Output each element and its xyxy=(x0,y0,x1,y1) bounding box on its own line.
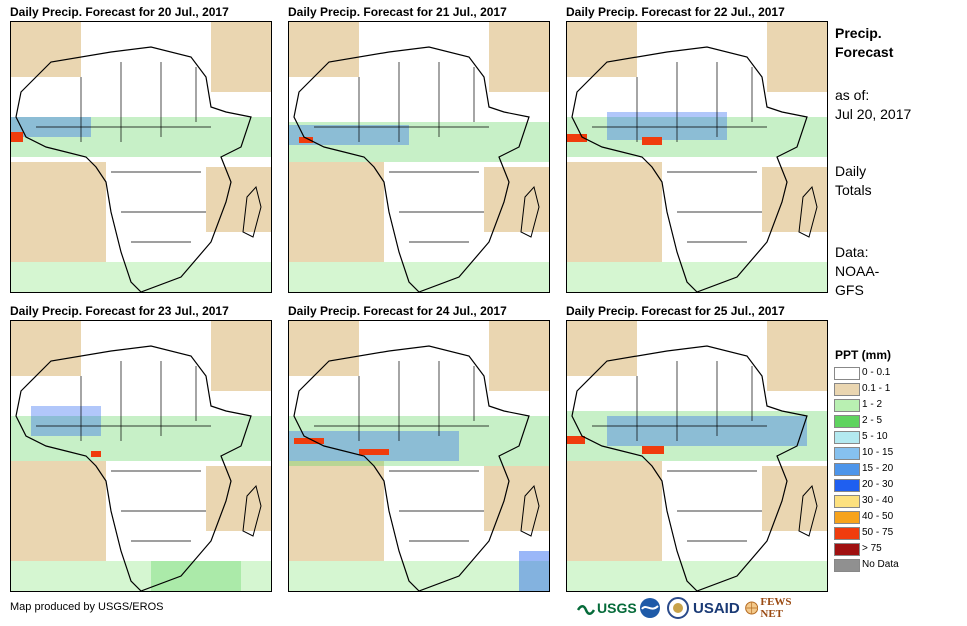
legend-title: PPT (mm) xyxy=(835,348,892,362)
panel-title: Daily Precip. Forecast for 24 Jul., 2017 xyxy=(288,304,507,318)
sidebar-title-line2: Forecast xyxy=(835,44,894,60)
data-line2: NOAA- xyxy=(835,263,880,279)
totals-line2: Totals xyxy=(835,182,872,198)
data-line1: Data: xyxy=(835,244,869,260)
legend-swatch xyxy=(834,479,860,492)
precip-map xyxy=(288,21,550,293)
fewsnet-logo-text: FEWS NET xyxy=(760,596,792,620)
legend-label: 2 - 5 xyxy=(862,415,883,426)
usgs-logo-text: USGS xyxy=(597,600,637,616)
africa-map xyxy=(289,22,549,292)
legend-swatch xyxy=(834,383,860,396)
seal-icon xyxy=(667,597,689,619)
sidebar-as-of: as of: Jul 20, 2017 xyxy=(835,86,911,124)
panel-title: Daily Precip. Forecast for 23 Jul., 2017 xyxy=(10,304,229,318)
legend-label: 30 - 40 xyxy=(862,495,894,506)
legend-swatch xyxy=(834,399,860,412)
usgs-logo: USGS xyxy=(577,596,637,620)
usaid-logo-text: USAID xyxy=(693,599,740,617)
legend-label: 10 - 15 xyxy=(862,447,894,458)
map-panel-jul-22: Daily Precip. Forecast for 22 Jul., 2017 xyxy=(566,5,828,295)
as-of-label: as of: xyxy=(835,87,870,103)
legend-swatch xyxy=(834,431,860,444)
africa-map xyxy=(11,22,271,292)
noaa-emblem-icon xyxy=(640,598,660,618)
legend-swatch xyxy=(834,495,860,508)
sidebar-title: Precip. Forecast xyxy=(835,24,893,62)
precip-map xyxy=(10,320,272,592)
totals-line1: Daily xyxy=(835,163,867,179)
data-line3: GFS xyxy=(835,282,864,298)
legend-label: 1 - 2 xyxy=(862,399,883,410)
map-credit: Map produced by USGS/EROS xyxy=(10,601,164,613)
doi-seal xyxy=(667,596,689,620)
map-panel-jul-24: Daily Precip. Forecast for 24 Jul., 2017 xyxy=(288,304,550,594)
africa-map xyxy=(289,321,549,591)
legend-label: 0.1 - 1 xyxy=(862,383,891,394)
africa-map xyxy=(567,321,827,591)
legend-label: No Data xyxy=(862,559,899,570)
legend-swatch xyxy=(834,559,860,572)
legend-swatch xyxy=(834,543,860,556)
sidebar-totals: Daily Totals xyxy=(835,162,872,200)
legend-label: 5 - 10 xyxy=(862,431,888,442)
sidebar-data-source: Data: NOAA- GFS xyxy=(835,243,879,300)
legend-label: > 75 xyxy=(862,543,882,554)
map-panel-jul-23: Daily Precip. Forecast for 23 Jul., 2017 xyxy=(10,304,272,594)
map-panel-jul-25: Daily Precip. Forecast for 25 Jul., 2017 xyxy=(566,304,828,594)
legend-swatch xyxy=(834,447,860,460)
legend-swatch xyxy=(834,527,860,540)
legend-swatch xyxy=(834,367,860,380)
legend-label: 15 - 20 xyxy=(862,463,894,474)
as-of-date: Jul 20, 2017 xyxy=(835,106,912,122)
precip-map xyxy=(566,320,828,592)
noaa-logo xyxy=(639,596,661,620)
legend-label: 50 - 75 xyxy=(862,527,894,538)
precip-map xyxy=(10,21,272,293)
panel-title: Daily Precip. Forecast for 25 Jul., 2017 xyxy=(566,304,785,318)
usaid-logo: USAID xyxy=(693,596,740,620)
globe-icon xyxy=(745,601,759,615)
legend-label: 20 - 30 xyxy=(862,479,894,490)
fewsnet-logo: FEWS NET xyxy=(745,596,798,620)
map-panel-jul-21: Daily Precip. Forecast for 21 Jul., 2017 xyxy=(288,5,550,295)
map-panel-jul-20: Daily Precip. Forecast for 20 Jul., 2017 xyxy=(10,5,272,295)
panel-title: Daily Precip. Forecast for 22 Jul., 2017 xyxy=(566,5,785,19)
usgs-wave-icon xyxy=(577,605,595,615)
panel-title: Daily Precip. Forecast for 20 Jul., 2017 xyxy=(10,5,229,19)
legend-swatch xyxy=(834,511,860,524)
precip-map xyxy=(566,21,828,293)
legend-label: 40 - 50 xyxy=(862,511,894,522)
sidebar-title-line1: Precip. xyxy=(835,25,882,41)
panel-title: Daily Precip. Forecast for 21 Jul., 2017 xyxy=(288,5,507,19)
africa-map xyxy=(11,321,271,591)
africa-map xyxy=(567,22,827,292)
legend-swatch xyxy=(834,415,860,428)
legend-label: 0 - 0.1 xyxy=(862,367,891,378)
legend-swatch xyxy=(834,463,860,476)
precip-map xyxy=(288,320,550,592)
